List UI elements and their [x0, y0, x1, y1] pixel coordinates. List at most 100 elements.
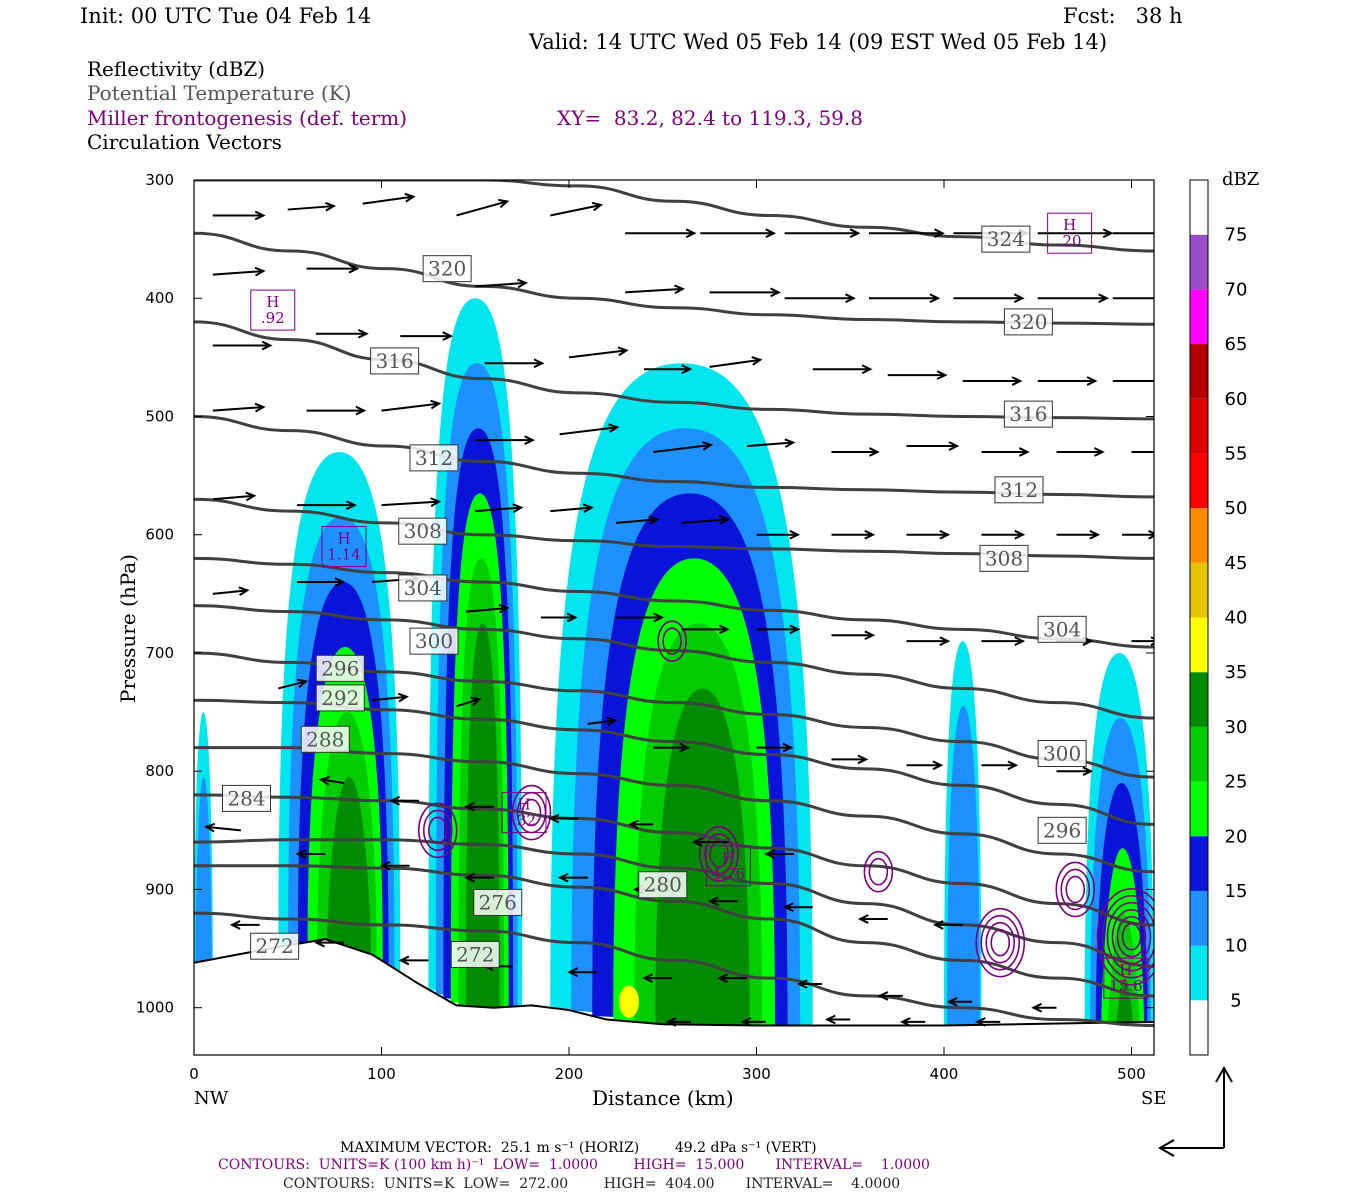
circulation-vector [906, 760, 944, 771]
y-tick-label: 400 [145, 289, 174, 307]
circulation-vector [877, 991, 903, 1001]
colorbar-segment [1190, 672, 1208, 727]
circulation-vector [287, 201, 337, 212]
circulation-vector [297, 500, 357, 510]
circulation-vector [389, 795, 419, 806]
circulation-vector [625, 284, 686, 295]
fronto-contour [427, 816, 448, 845]
circulation-vector [306, 405, 367, 416]
fronto-contour [980, 914, 1021, 971]
fronto-max-label: H [1063, 216, 1076, 234]
fronto-contour [1111, 908, 1152, 965]
circulation-vector [615, 515, 660, 525]
colorbar-label: 55 [1225, 443, 1248, 464]
theta-label-box [1003, 400, 1053, 428]
fronto-contour [1065, 875, 1086, 904]
theta-label: 304 [404, 576, 442, 600]
theta-label: 288 [306, 727, 344, 751]
circulation-vector [1037, 293, 1110, 304]
fronto-contour [863, 850, 894, 893]
circulation-vector [700, 228, 777, 239]
circulation-vector [456, 696, 482, 708]
theta-label: 312 [1000, 478, 1038, 502]
x-tick-label: 0 [189, 1065, 199, 1083]
circulation-vector [475, 278, 529, 289]
circulation-vector [946, 996, 973, 1007]
theta-label-box [398, 517, 448, 545]
theta-contour-272 [194, 911, 1154, 1027]
fronto-contour [985, 921, 1016, 964]
legend-potential-temperature: Potential Temperature (K) [87, 81, 352, 105]
y-tick-label: 800 [145, 762, 174, 780]
circulation-vector [1056, 529, 1101, 540]
fronto-max-label: 4.76 [712, 865, 745, 883]
fronto-max-label: .32 [512, 812, 536, 830]
circulation-vector [962, 376, 1023, 386]
theta-label-box [422, 255, 472, 283]
theta-label: 320 [428, 257, 466, 281]
fronto-max-box [501, 792, 547, 834]
theta-label-box [370, 347, 420, 375]
x-tick-label: 300 [742, 1065, 771, 1083]
circulation-vector [229, 920, 260, 930]
colorbar-segment [1190, 453, 1208, 509]
circulation-vector [475, 435, 536, 445]
fronto-max-box [250, 289, 296, 331]
theta-label: 308 [985, 546, 1023, 570]
reflectivity-shade [655, 688, 750, 1026]
theta-label: 320 [1009, 310, 1047, 334]
fronto-max-box [705, 845, 751, 887]
colorbar-segment [1190, 180, 1208, 235]
circulation-vector [740, 1017, 766, 1027]
circulation-vector [557, 872, 588, 883]
x-tick-label: 100 [367, 1065, 396, 1083]
circulation-vector [812, 364, 873, 375]
circulation-vector [857, 914, 888, 924]
circulation-vector [709, 356, 763, 368]
theta-label: 304 [1043, 617, 1081, 641]
y-tick-label: 1000 [136, 999, 174, 1017]
circulation-vector [540, 612, 578, 623]
fronto-contour [1106, 901, 1154, 972]
reflectivity-core [619, 985, 639, 1018]
circulation-vector [756, 529, 801, 540]
y-tick-label: 600 [145, 526, 174, 544]
colorbar-label: 70 [1225, 279, 1248, 300]
circulation-vector [782, 902, 813, 913]
theta-label: 272 [456, 942, 494, 966]
circulation-vector [1056, 766, 1094, 777]
max-vector-note: MAXIMUM VECTOR: 25.1 m s⁻¹ (HORIZ) 49.2 … [340, 1140, 817, 1156]
circulation-vector [295, 849, 326, 859]
circulation-vector [784, 228, 861, 239]
fronto-contour [1101, 894, 1154, 979]
circulation-vector [906, 636, 951, 646]
colorbar-segment [1190, 562, 1208, 618]
colorbar-segment [1190, 781, 1208, 837]
circulation-vector [318, 775, 345, 786]
y-tick-label: 900 [145, 880, 174, 898]
theta-label: 312 [415, 446, 453, 470]
theta-label-box [315, 654, 365, 682]
theta-label-box [473, 888, 523, 916]
theta-label-box [994, 476, 1044, 504]
circulation-vector [653, 742, 691, 753]
theta-label-box [1037, 615, 1087, 643]
theta-contour-316 [194, 320, 1154, 421]
colorbar-segment [1190, 234, 1208, 290]
fronto-contour [662, 627, 682, 655]
theta-label-box [300, 725, 350, 753]
colorbar-label: 5 [1230, 990, 1241, 1011]
circulation-vector [681, 624, 730, 635]
theta-label-box [638, 871, 688, 899]
circulation-vector [475, 503, 524, 513]
forecast-hour: Fcst: 38 h [1063, 4, 1183, 28]
fronto-contour [990, 928, 1011, 957]
theta-label: 280 [644, 873, 682, 897]
circulation-vector [212, 210, 266, 221]
cross-section-coordinates: XY= 83.2, 82.4 to 119.3, 59.8 [557, 106, 863, 130]
fronto-contour-note: CONTOURS: UNITS=K (100 km h)⁻¹ LOW= 1.00… [218, 1157, 930, 1173]
theta-label-box [222, 784, 271, 812]
fronto-max-label: H [1119, 961, 1132, 979]
theta-label-box [315, 684, 365, 712]
